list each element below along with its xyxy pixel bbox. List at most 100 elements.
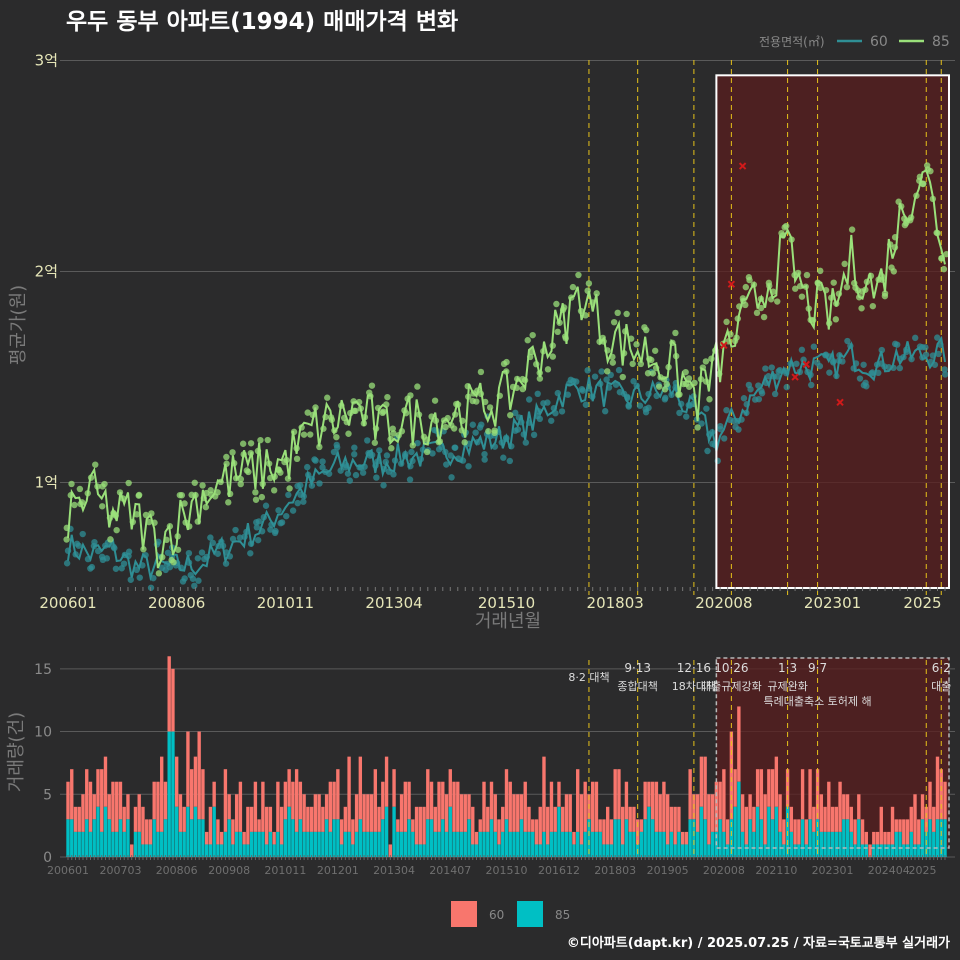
volume-bar-60 <box>943 781 947 820</box>
volume-bar-60 <box>279 806 284 845</box>
scatter-point-60 <box>500 454 507 461</box>
volume-bar-85 <box>238 831 243 857</box>
scatter-point-85 <box>307 431 314 438</box>
volume-bar-85 <box>441 819 445 857</box>
scatter-point-60 <box>558 408 566 415</box>
x-tick-label-volume: 202110 <box>755 864 797 877</box>
volume-bar-85 <box>849 831 853 857</box>
scatter-point-85 <box>655 383 663 390</box>
volume-bar-85 <box>216 844 220 857</box>
scatter-point-60 <box>229 535 237 543</box>
volume-bar-85 <box>497 844 501 857</box>
volume-bar-85 <box>283 819 288 857</box>
scatter-point-85 <box>783 222 790 230</box>
volume-bar-85 <box>789 831 794 857</box>
volume-bar-60 <box>287 769 291 807</box>
volume-bar-60 <box>617 769 621 820</box>
volume-bar-85 <box>471 844 475 857</box>
highlight-region <box>716 75 949 589</box>
volume-bar-85 <box>126 819 130 857</box>
volume-bar-60 <box>437 781 441 832</box>
scatter-point-85 <box>507 411 514 419</box>
scatter-point-60 <box>316 480 323 487</box>
volume-bar-60 <box>677 806 681 832</box>
volume-bar-85 <box>272 844 276 857</box>
scatter-point-85 <box>792 285 799 292</box>
scatter-point-60 <box>512 409 519 417</box>
scatter-point-60 <box>704 447 711 455</box>
volume-bar-85 <box>171 731 175 857</box>
x-tick-label: 202008 <box>695 594 752 612</box>
scatter-point-85 <box>869 302 877 310</box>
x-tick-label-volume: 202404 <box>868 864 910 877</box>
scatter-point-60 <box>582 401 590 408</box>
volume-bar-85 <box>489 819 494 857</box>
scatter-point-60 <box>934 334 941 341</box>
scatter-point-85 <box>264 436 271 444</box>
volume-bar-85 <box>561 831 565 857</box>
volume-bar-60 <box>384 756 389 807</box>
scatter-point-60 <box>191 582 198 590</box>
scatter-point-60 <box>774 373 781 380</box>
volume-bar-60 <box>463 794 467 832</box>
volume-bar-60 <box>688 769 692 820</box>
volume-bar-85 <box>684 844 689 857</box>
volume-bar-60 <box>100 769 104 832</box>
volume-bar-60 <box>516 794 520 832</box>
x-tick-label-volume: 201905 <box>647 864 689 877</box>
scatter-point-60 <box>254 536 262 544</box>
scatter-point-85 <box>113 526 120 534</box>
volume-bar-60 <box>433 806 437 832</box>
scatter-point-85 <box>858 305 865 312</box>
volume-bar-60 <box>231 819 235 845</box>
volume-bar-85 <box>242 844 246 857</box>
volume-bar-60 <box>332 781 336 820</box>
scatter-point-85 <box>225 499 232 506</box>
volume-bar-60 <box>264 806 269 845</box>
scatter-point-85 <box>682 368 689 376</box>
volume-bar-85 <box>669 831 674 857</box>
volume-bar-60 <box>872 831 876 845</box>
volume-bar-85 <box>733 806 737 857</box>
policy-text-label: 특례대출축소 토허제 해 <box>763 694 871 708</box>
volume-bar-60 <box>414 806 419 845</box>
volume-bar-60 <box>118 781 123 820</box>
scatter-point-85 <box>101 480 108 488</box>
scatter-point-60 <box>330 448 338 456</box>
volume-bar-60 <box>804 819 809 845</box>
scatter-point-85 <box>181 500 188 507</box>
x-tick-label: 2025 <box>903 594 941 612</box>
x-tick-label-volume: 200703 <box>99 864 141 877</box>
volume-bar-60 <box>639 819 644 832</box>
volume-bar-60 <box>160 756 164 832</box>
scatter-point-85 <box>544 366 552 373</box>
volume-bar-60 <box>823 806 827 832</box>
scatter-point-60 <box>844 337 851 345</box>
scatter-point-85 <box>524 337 531 344</box>
volume-bar-60 <box>793 819 797 845</box>
scatter-point-85 <box>125 479 132 487</box>
volume-bar-85 <box>175 806 179 857</box>
volume-bar-60 <box>778 794 782 832</box>
volume-bar-85 <box>620 844 625 857</box>
volume-bar-85 <box>201 819 205 857</box>
volume-bar-85 <box>538 844 542 857</box>
volume-bar-60 <box>808 769 812 820</box>
series-line-85 <box>67 168 946 569</box>
volume-bar-85 <box>313 831 318 857</box>
volume-bar-85 <box>606 844 610 857</box>
scatter-point-60 <box>469 421 476 428</box>
scatter-point-85 <box>477 368 485 376</box>
volume-bar-85 <box>853 844 857 857</box>
scatter-point-60 <box>364 437 371 444</box>
x-tick-label-volume: 201612 <box>538 864 580 877</box>
volume-bar-60 <box>411 819 415 832</box>
scatter-point-60 <box>661 396 669 403</box>
volume-bar-85 <box>778 831 782 857</box>
volume-bar-85 <box>527 831 531 857</box>
volume-bar-60 <box>133 806 138 832</box>
volume-bar-60 <box>246 806 250 845</box>
volume-bar-60 <box>474 831 479 845</box>
scatter-point-85 <box>99 503 106 510</box>
volume-bar-60 <box>695 794 700 832</box>
